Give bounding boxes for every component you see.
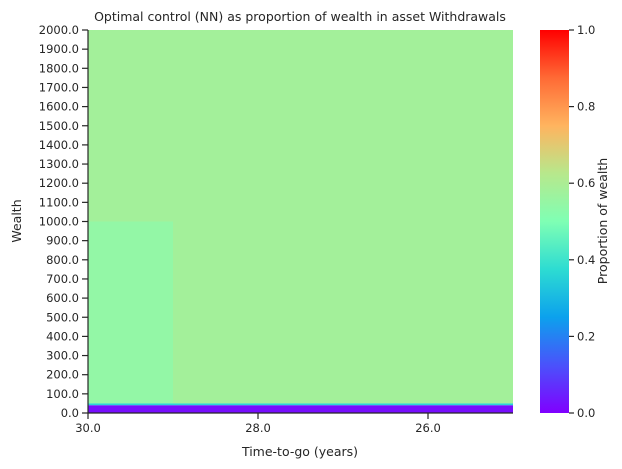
plot-area — [88, 30, 513, 413]
y-axis: 0.0 100.0 200.0 300.0 400.0 500.0 600.0 700.0 80… — [39, 23, 89, 420]
colorbar — [540, 30, 569, 413]
y-tick-label: 900.0 — [46, 234, 79, 248]
heatmap-region-2 — [88, 221, 173, 404]
y-tick-label: 100.0 — [46, 387, 79, 401]
y-tick-label: 600.0 — [46, 291, 79, 305]
chart-title: Optimal control (NN) as proportion of we… — [94, 9, 506, 24]
y-tick-label: 2000.0 — [39, 23, 79, 37]
y-tick-label: 200.0 — [46, 368, 79, 382]
y-tick-label: 1000.0 — [39, 215, 79, 229]
heatmap-region-3 — [88, 403, 513, 406]
colorbar-ticks: 0.0 0.2 0.4 0.6 0.8 1.0 — [569, 23, 595, 420]
colorbar-tick-label: 0.8 — [577, 100, 595, 114]
x-tick-label: 28.0 — [245, 421, 271, 435]
colorbar-tick-label: 0.6 — [577, 176, 595, 190]
y-tick-label: 1800.0 — [39, 61, 79, 75]
y-tick-label: 1500.0 — [39, 119, 79, 133]
y-tick-label: 1100.0 — [39, 195, 79, 209]
y-tick-label: 500.0 — [46, 310, 79, 324]
colorbar-tick-label: 0.2 — [577, 329, 595, 343]
colorbar-tick-label: 1.0 — [577, 23, 595, 37]
heatmap-region-1 — [173, 221, 513, 404]
y-tick-label: 1200.0 — [39, 176, 79, 190]
y-tick-label: 1600.0 — [39, 100, 79, 114]
y-tick-label: 400.0 — [46, 329, 79, 343]
heatmap-region-0 — [88, 30, 513, 222]
colorbar-tick-label: 0.0 — [577, 406, 595, 420]
colorbar-label: Proportion of wealth — [595, 158, 610, 284]
x-axis: 30.0 28.0 26.0 — [75, 412, 513, 435]
y-tick-label: 1900.0 — [39, 42, 79, 56]
y-tick-label: 800.0 — [46, 253, 79, 267]
y-tick-label: 300.0 — [46, 349, 79, 363]
y-tick-label: 1300.0 — [39, 157, 79, 171]
x-tick-label: 30.0 — [75, 421, 101, 435]
y-tick-label: 1700.0 — [39, 80, 79, 94]
colorbar-tick-label: 0.4 — [577, 253, 595, 267]
y-axis-label: Wealth — [9, 199, 24, 242]
y-tick-label: 1400.0 — [39, 138, 79, 152]
x-tick-label: 26.0 — [415, 421, 441, 435]
heatmap-region-4 — [88, 405, 513, 413]
y-tick-label: 0.0 — [61, 406, 79, 420]
y-tick-label: 700.0 — [46, 272, 79, 286]
x-axis-label: Time-to-go (years) — [241, 444, 358, 459]
